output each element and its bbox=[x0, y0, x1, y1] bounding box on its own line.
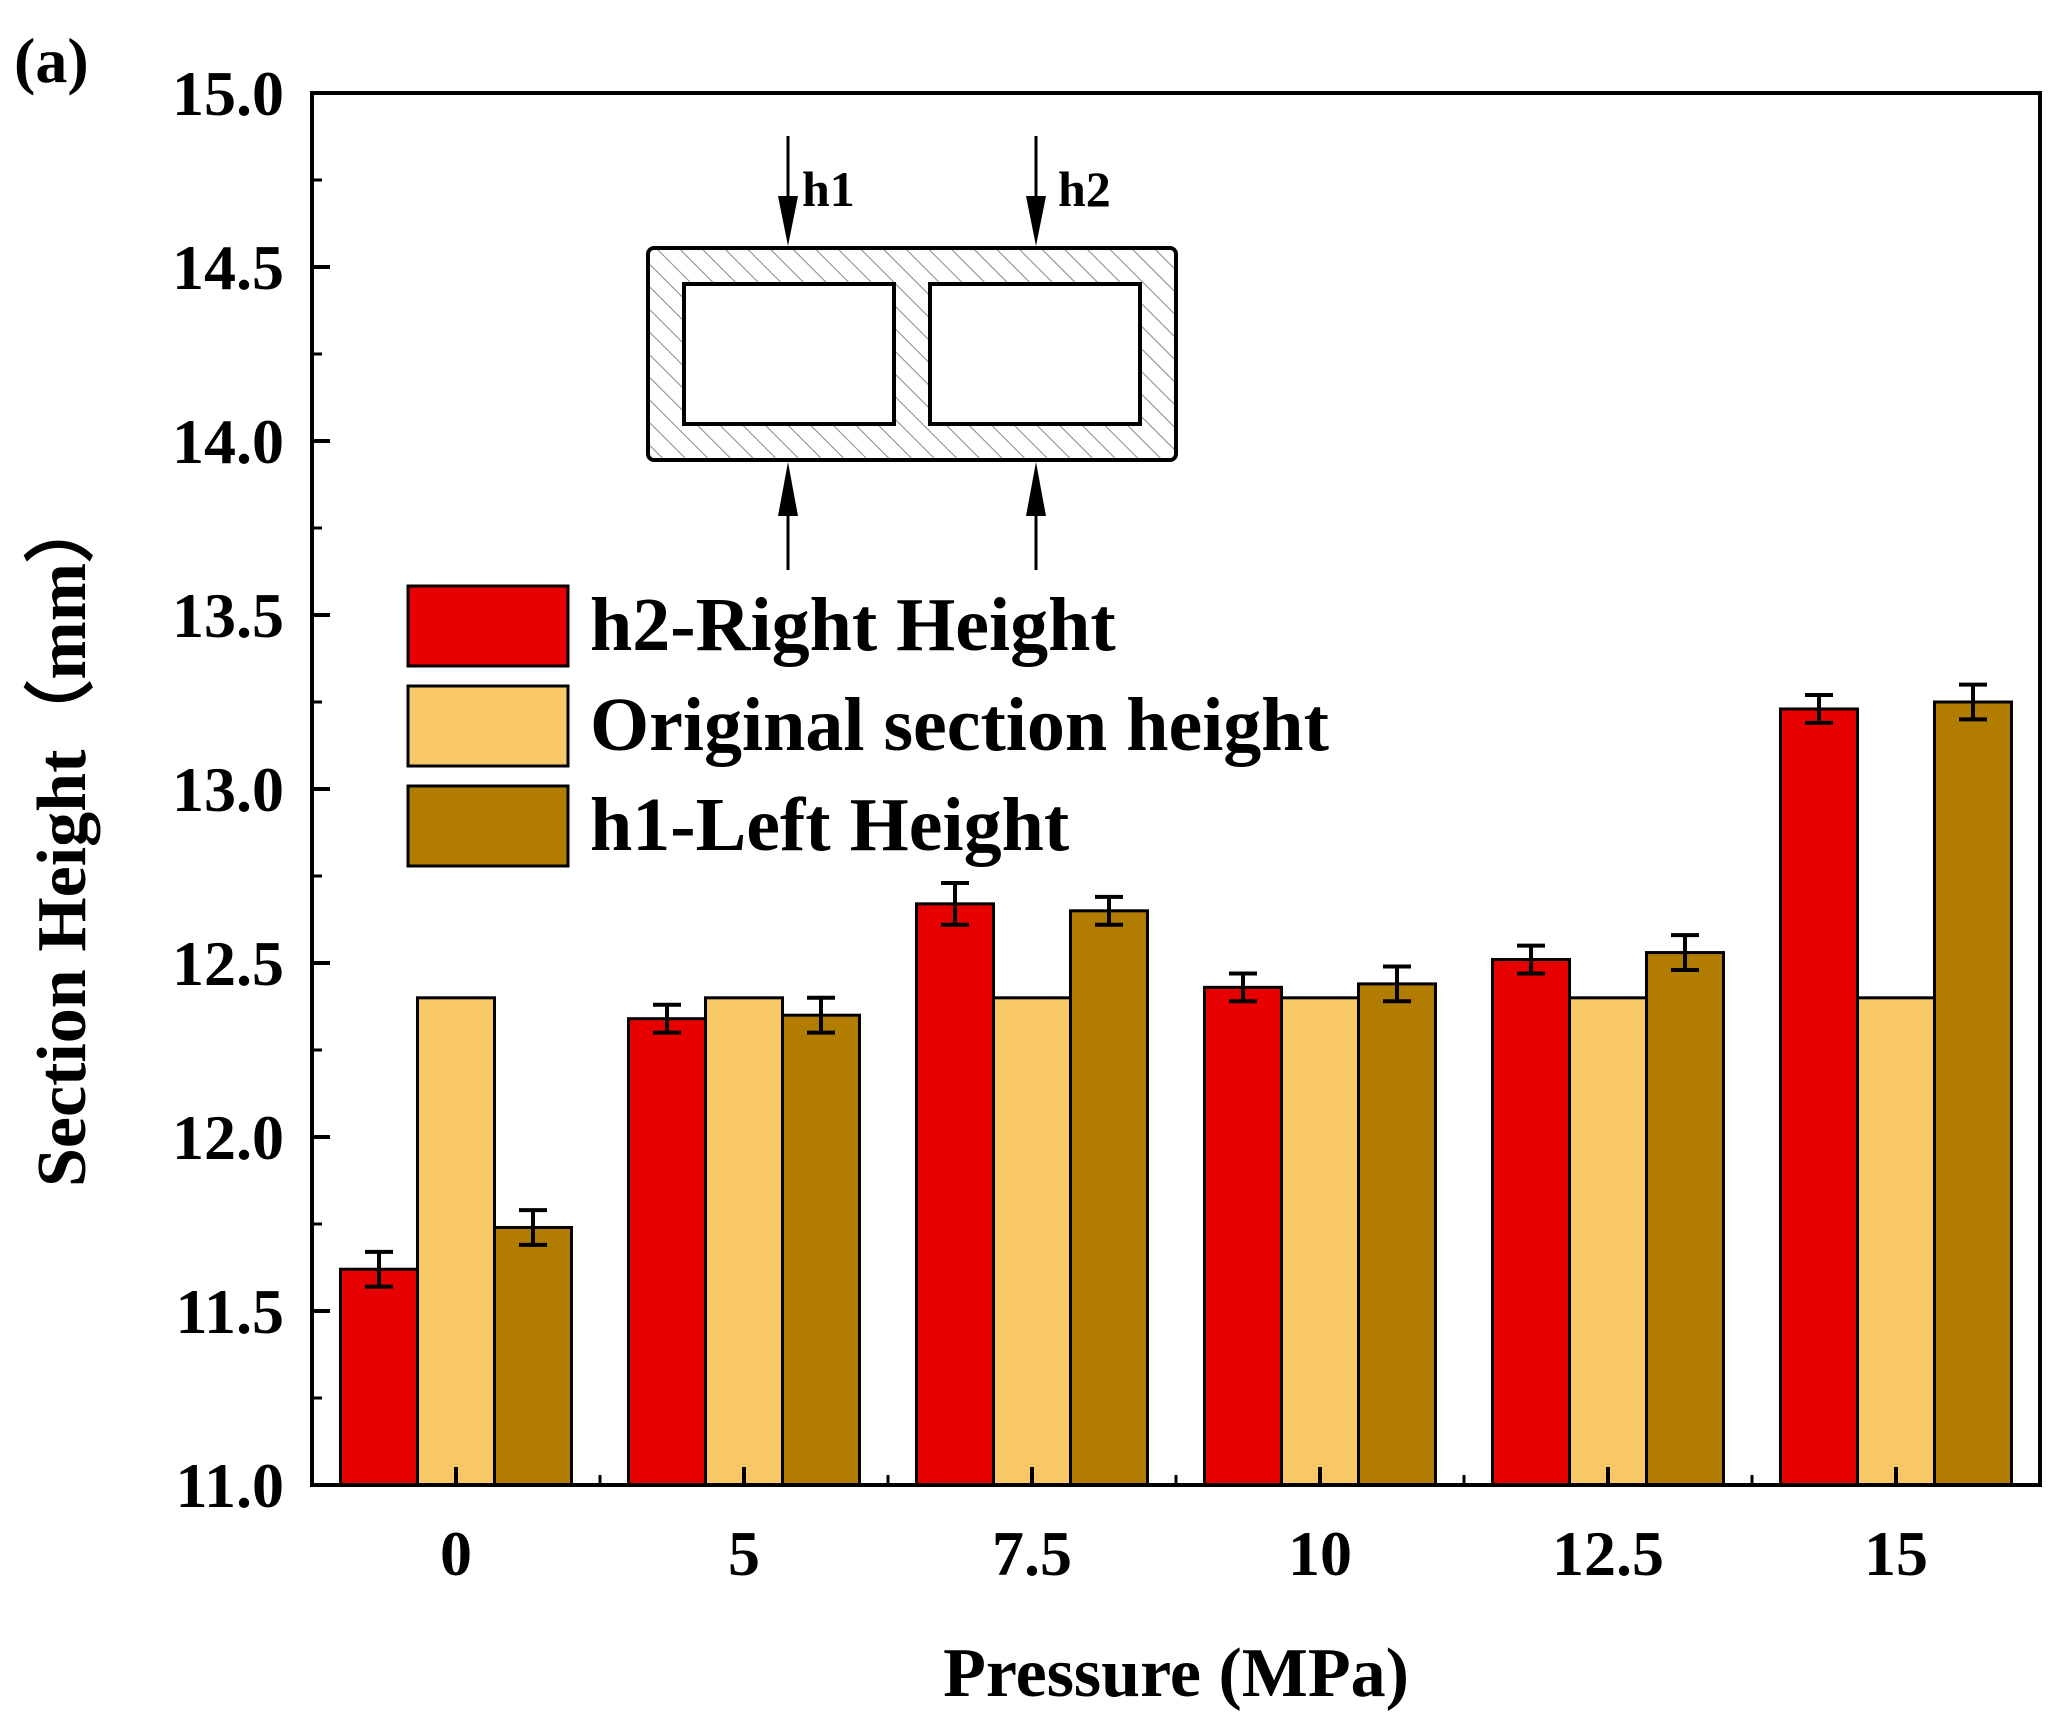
error-bar-h2-0 bbox=[365, 1249, 393, 1289]
error-bar-h1-5 bbox=[807, 995, 835, 1035]
bar-original-0 bbox=[416, 996, 496, 1487]
bar-h1-12.5 bbox=[1645, 951, 1725, 1487]
bar-original-12.5 bbox=[1568, 996, 1648, 1487]
error-bar-h2-10 bbox=[1229, 971, 1257, 1004]
y-tick-label: 13.5 bbox=[172, 580, 284, 651]
error-bars-layer bbox=[365, 682, 1987, 1289]
legend-label-h1: h1-Left Height bbox=[590, 783, 1069, 867]
y-axis: 11.0 11.5 12.0 12.5 13.0 13.5 14.0 14.5 15.0 bbox=[172, 58, 330, 1521]
bar-h1-15 bbox=[1933, 700, 2013, 1487]
bar-h1-0 bbox=[493, 1225, 573, 1487]
y-tick-label: 12.0 bbox=[172, 1102, 284, 1173]
y-tick-label: 14.0 bbox=[172, 406, 284, 477]
error-bar-h1-15 bbox=[1959, 682, 1987, 722]
section-left-cavity bbox=[682, 282, 896, 426]
y-tick-label: 11.0 bbox=[176, 1450, 284, 1521]
legend-label-original: Original section height bbox=[590, 683, 1329, 767]
error-bar-h2-12.5 bbox=[1517, 943, 1545, 976]
error-bar-h1-12.5 bbox=[1671, 933, 1699, 972]
cross-section-diagram: h1 h2 bbox=[646, 136, 1178, 570]
bar-original-5 bbox=[704, 996, 784, 1487]
error-bar-h1-7.5 bbox=[1095, 894, 1123, 927]
y-tick-label: 12.5 bbox=[172, 928, 284, 999]
bar-h2-5 bbox=[627, 1017, 707, 1487]
bar-h2-7.5 bbox=[915, 902, 995, 1487]
panel-label: (a) bbox=[14, 25, 89, 96]
h1-bottom-arrowhead bbox=[778, 462, 798, 516]
bars-layer bbox=[339, 700, 2013, 1487]
bar-h1-10 bbox=[1357, 982, 1437, 1487]
h2-label: h2 bbox=[1058, 161, 1111, 217]
h2-top-arrowhead bbox=[1026, 196, 1046, 246]
x-tick-label: 0 bbox=[440, 1518, 472, 1589]
bar-original-7.5 bbox=[992, 996, 1072, 1487]
legend-swatch-h2 bbox=[406, 584, 570, 668]
h1-label: h1 bbox=[802, 161, 855, 217]
x-tick-label: 5 bbox=[728, 1518, 760, 1589]
y-tick-label: 11.5 bbox=[176, 1276, 284, 1347]
bar-h2-12.5 bbox=[1491, 958, 1571, 1487]
bar-h2-10 bbox=[1203, 985, 1283, 1487]
legend-label-h2: h2-Right Height bbox=[590, 583, 1116, 667]
legend-swatch-h1 bbox=[406, 784, 570, 868]
section-right-cavity bbox=[928, 282, 1142, 426]
error-bar-h2-7.5 bbox=[941, 880, 969, 927]
bar-h1-7.5 bbox=[1069, 909, 1149, 1487]
x-tick-label: 7.5 bbox=[992, 1518, 1072, 1589]
bar-original-15 bbox=[1856, 996, 1936, 1487]
legend-swatch-original bbox=[406, 684, 570, 768]
bar-h2-15 bbox=[1779, 707, 1859, 1487]
x-axis: 0 5 7.5 10 12.5 15 bbox=[440, 1467, 1928, 1589]
x-tick-label: 15 bbox=[1864, 1518, 1928, 1589]
x-tick-label: 10 bbox=[1288, 1518, 1352, 1589]
y-tick-label: 13.0 bbox=[172, 754, 284, 825]
error-bar-h1-10 bbox=[1383, 964, 1411, 1004]
error-bar-h2-15 bbox=[1805, 693, 1833, 725]
bar-original-10 bbox=[1280, 996, 1360, 1487]
h1-top-arrowhead bbox=[778, 196, 798, 246]
h2-bottom-arrowhead bbox=[1026, 462, 1046, 516]
y-tick-label: 15.0 bbox=[172, 58, 284, 129]
error-bar-h2-5 bbox=[653, 1002, 681, 1035]
error-bar-h1-0 bbox=[519, 1208, 547, 1247]
y-tick-label: 14.5 bbox=[172, 232, 284, 303]
x-tick-label: 12.5 bbox=[1552, 1518, 1664, 1589]
bar-h2-0 bbox=[339, 1267, 419, 1487]
x-axis-title: Pressure (MPa) bbox=[943, 1635, 1409, 1712]
bar-h1-5 bbox=[781, 1013, 861, 1487]
y-axis-title: Section Height（mm） bbox=[23, 493, 101, 1187]
legend: h2-Right Height Original section height … bbox=[406, 583, 1329, 868]
